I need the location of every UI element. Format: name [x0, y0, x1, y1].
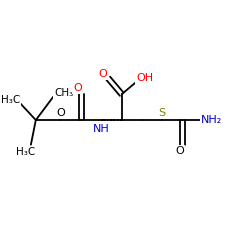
Text: OH: OH [136, 73, 153, 83]
Text: O: O [98, 69, 107, 79]
Text: S: S [158, 108, 166, 118]
Text: O: O [73, 83, 82, 93]
Text: H₃C: H₃C [16, 146, 35, 156]
Text: NH₂: NH₂ [201, 115, 222, 125]
Text: H₃C: H₃C [1, 95, 20, 105]
Text: CH₃: CH₃ [54, 88, 73, 98]
Text: O: O [56, 108, 65, 118]
Text: O: O [176, 146, 184, 156]
Text: NH: NH [93, 124, 110, 134]
